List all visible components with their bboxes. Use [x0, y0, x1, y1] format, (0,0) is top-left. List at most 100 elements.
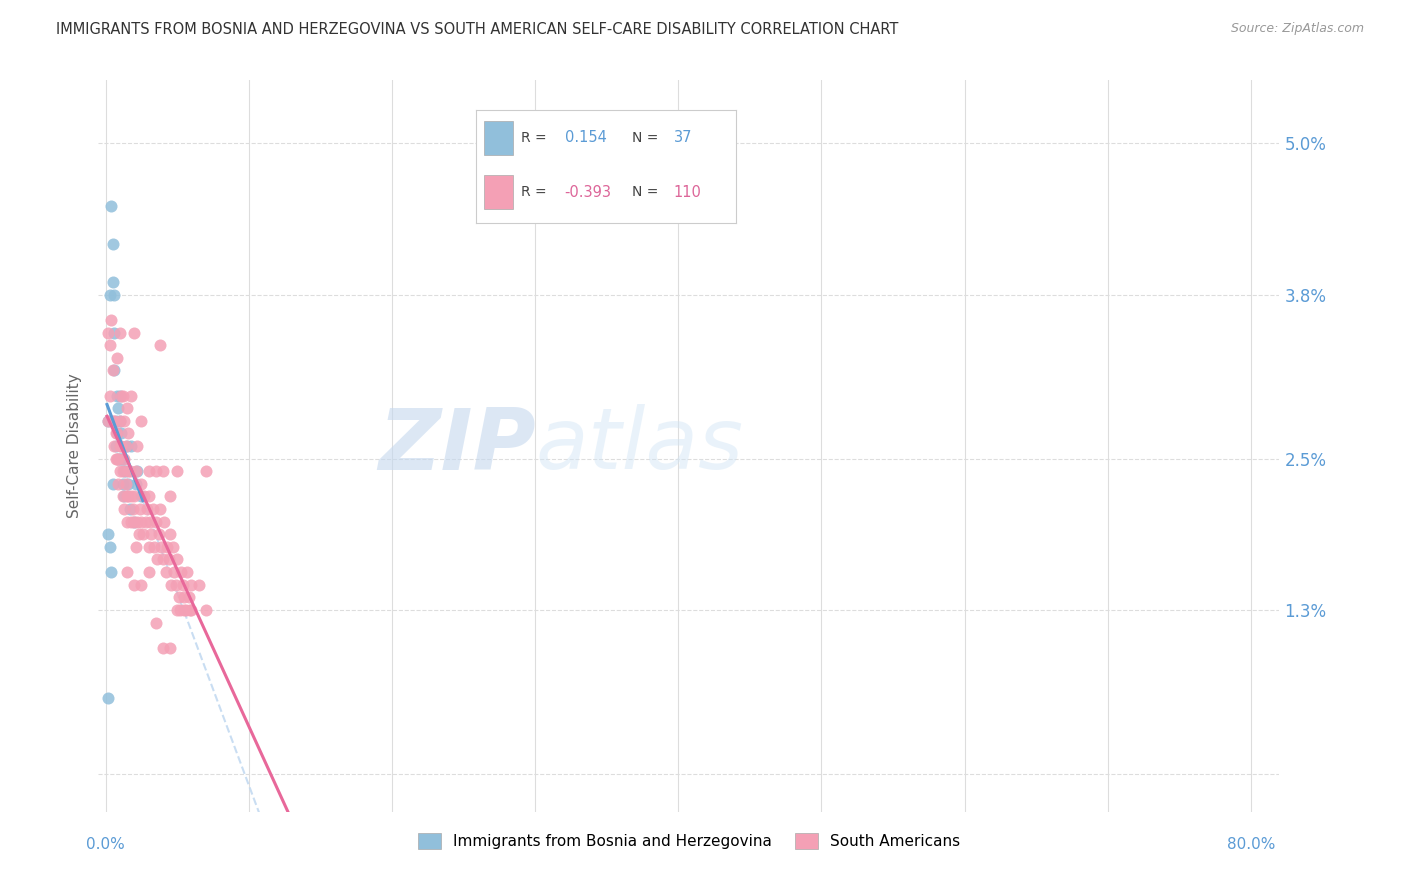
Point	[100, 565, 122, 579]
Point	[108, 414, 131, 428]
Point	[111, 451, 134, 466]
Text: 0.0%: 0.0%	[86, 837, 125, 852]
Point	[107, 401, 129, 416]
Point	[117, 476, 139, 491]
Point	[124, 540, 146, 554]
Point	[131, 578, 153, 592]
Point	[131, 515, 153, 529]
Point	[115, 490, 138, 504]
Point	[112, 464, 135, 478]
Point	[118, 502, 141, 516]
Point	[165, 578, 187, 592]
Point	[122, 578, 145, 592]
Point	[152, 640, 174, 655]
Point	[122, 515, 145, 529]
Point	[145, 515, 167, 529]
Point	[112, 502, 135, 516]
Point	[159, 490, 181, 504]
Point	[122, 490, 145, 504]
Point	[138, 540, 160, 554]
Point	[152, 464, 174, 478]
Point	[97, 326, 120, 340]
Point	[110, 388, 132, 402]
Point	[114, 464, 136, 478]
Point	[105, 426, 128, 441]
Point	[138, 464, 160, 478]
Point	[173, 603, 195, 617]
Point	[138, 565, 160, 579]
Point	[120, 490, 142, 504]
Point	[104, 451, 127, 466]
Point	[108, 464, 131, 478]
Point	[97, 527, 120, 541]
Point	[125, 464, 148, 478]
Point	[155, 565, 177, 579]
Point	[101, 476, 124, 491]
Point	[112, 451, 135, 466]
Point	[120, 515, 142, 529]
Point	[153, 515, 176, 529]
Point	[124, 464, 146, 478]
Point	[104, 414, 127, 428]
Point	[194, 464, 217, 478]
Point	[131, 476, 153, 491]
Point	[170, 565, 193, 579]
Point	[110, 451, 132, 466]
Point	[110, 439, 132, 453]
Point	[98, 540, 121, 554]
Point	[112, 414, 135, 428]
Point	[159, 527, 181, 541]
Point	[132, 527, 155, 541]
Point	[121, 502, 143, 516]
Point	[105, 351, 128, 365]
Point	[108, 414, 131, 428]
Point	[128, 527, 150, 541]
Point	[138, 490, 160, 504]
Point	[111, 388, 134, 402]
Point	[172, 578, 194, 592]
Point	[110, 426, 132, 441]
Point	[111, 490, 134, 504]
Point	[100, 199, 122, 213]
Point	[194, 603, 217, 617]
Point	[115, 439, 138, 453]
Point	[98, 287, 121, 301]
Point	[108, 451, 131, 466]
Point	[163, 565, 186, 579]
Point	[124, 476, 146, 491]
Text: atlas: atlas	[536, 404, 744, 488]
Point	[108, 326, 131, 340]
Point	[105, 388, 128, 402]
Point	[97, 691, 120, 706]
Point	[148, 527, 170, 541]
Point	[134, 490, 156, 504]
Point	[166, 464, 188, 478]
Point	[141, 527, 163, 541]
Point	[117, 426, 139, 441]
Point	[145, 464, 167, 478]
Point	[107, 451, 129, 466]
Point	[139, 515, 162, 529]
Point	[114, 439, 136, 453]
Point	[152, 552, 174, 566]
Point	[108, 439, 131, 453]
Point	[122, 515, 145, 529]
Point	[169, 603, 191, 617]
Point	[129, 502, 152, 516]
Text: ZIP: ZIP	[378, 404, 536, 488]
Point	[101, 275, 124, 289]
Point	[103, 326, 125, 340]
Point	[179, 603, 201, 617]
Point	[115, 401, 138, 416]
Point	[149, 502, 172, 516]
Y-axis label: Self-Care Disability: Self-Care Disability	[67, 374, 83, 518]
Point	[173, 591, 195, 605]
Point	[111, 464, 134, 478]
Point	[135, 515, 157, 529]
Point	[167, 591, 190, 605]
Point	[122, 326, 145, 340]
Point	[107, 451, 129, 466]
Point	[115, 565, 138, 579]
Point	[103, 414, 125, 428]
Point	[150, 540, 173, 554]
